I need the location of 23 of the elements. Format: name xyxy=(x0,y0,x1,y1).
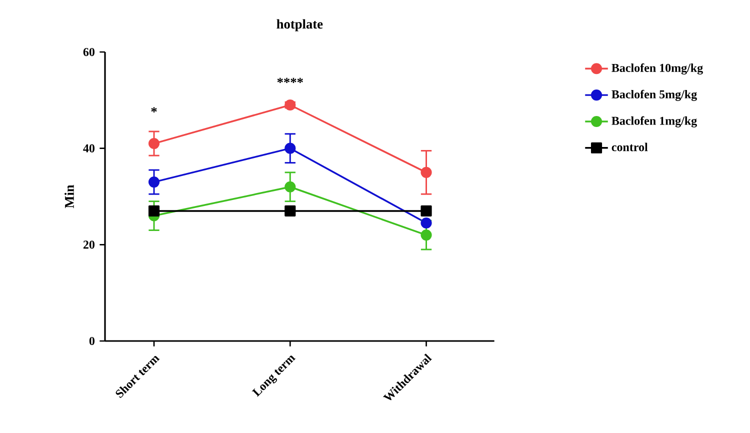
legend-label: control xyxy=(612,142,648,152)
legend-label: Baclofen 1mg/kg xyxy=(612,116,697,128)
point xyxy=(148,176,160,188)
point xyxy=(420,205,432,216)
point xyxy=(420,230,432,241)
y-tick-label: 60 xyxy=(83,48,94,56)
point xyxy=(148,138,160,150)
point xyxy=(284,181,296,192)
y-axis-title: Min xyxy=(64,184,74,208)
point xyxy=(284,142,296,154)
legend-label: Baclofen 10mg/kg xyxy=(612,63,703,74)
annotation: **** xyxy=(277,78,303,83)
annotation: * xyxy=(151,107,157,112)
point xyxy=(148,205,160,216)
y-tick-label: 0 xyxy=(89,336,94,346)
chart-title: hotplate xyxy=(276,19,323,32)
y-tick-label: 40 xyxy=(83,144,94,152)
point xyxy=(284,99,296,111)
point xyxy=(284,205,296,216)
point xyxy=(420,217,432,229)
point xyxy=(420,166,432,178)
legend-label: Baclofen 5mg/kg xyxy=(612,90,697,101)
y-tick-label: 20 xyxy=(83,240,94,249)
